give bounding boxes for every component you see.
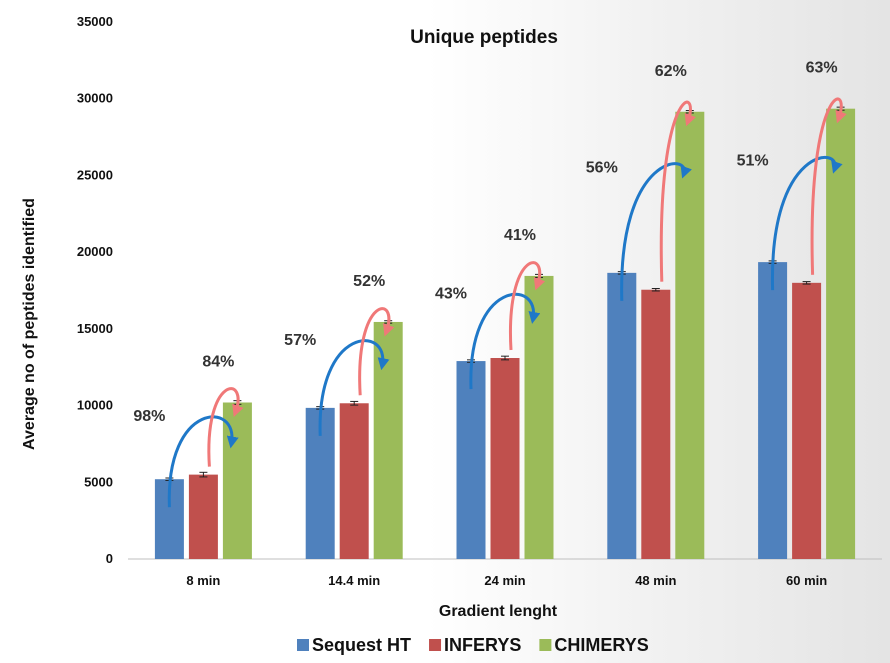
y-tick-label: 35000 [77, 14, 113, 29]
legend-swatch [539, 639, 552, 651]
bar-inferys [792, 282, 822, 559]
error-bar [199, 471, 208, 478]
y-tick-label: 25000 [77, 167, 113, 182]
inferys-to-chimerys-arrow [659, 100, 696, 282]
inferys-to-chimerys-label: 63% [806, 60, 838, 77]
sequest-to-chimerys-label: 56% [586, 159, 618, 176]
legend-label: CHIMERYS [554, 635, 648, 655]
x-tick-label: 48 min [635, 573, 676, 588]
inferys-to-chimerys-arrow [358, 307, 395, 396]
y-tick-label: 10000 [77, 398, 113, 413]
bar-chimerys [826, 108, 856, 560]
percentage-annotations: 98% 84% 57% 52% 43% 41% 56% 62% 51% 63% [133, 60, 847, 508]
sequest-to-chimerys-label: 57% [284, 332, 316, 349]
inferys-to-chimerys-arrow [207, 387, 244, 467]
inferys-to-chimerys-arrow [508, 261, 546, 351]
bar-inferys [490, 358, 520, 559]
legend-label: INFERYS [444, 635, 521, 655]
inferys-to-chimerys-label: 84% [202, 354, 234, 371]
bar-chimerys [373, 321, 403, 559]
bar-chimerys [524, 275, 554, 559]
legend-item: INFERYS [429, 635, 521, 655]
x-axis: 8 min 14.4 min 24 min 48 min 60 min [186, 573, 827, 588]
bar-chimerys [222, 402, 252, 559]
chart-title: Unique peptides [410, 27, 558, 48]
sequest-to-chimerys-label: 51% [737, 152, 769, 169]
error-bar [802, 281, 811, 285]
sequest-to-chimerys-label: 98% [133, 408, 165, 425]
error-bar [651, 288, 660, 292]
legend-swatch [429, 639, 442, 651]
sequest-to-chimerys-label: 43% [435, 286, 467, 303]
x-tick-label: 24 min [484, 573, 525, 588]
x-axis-title: Gradient lenght [439, 603, 558, 620]
y-tick-label: 5000 [84, 474, 113, 489]
legend-item: CHIMERYS [539, 635, 649, 655]
inferys-to-chimerys-label: 62% [655, 63, 687, 80]
bar-inferys [188, 474, 218, 559]
y-axis: 0 5000 10000 15000 20000 25000 30000 35000 [77, 14, 113, 566]
bars [154, 106, 856, 560]
sequest-to-chimerys-arrow [318, 339, 390, 436]
inferys-to-chimerys-label: 41% [504, 227, 536, 244]
y-axis-title: Average no of peptides identified [21, 198, 38, 450]
y-tick-label: 20000 [77, 244, 113, 259]
inferys-to-chimerys-label: 52% [353, 273, 385, 290]
bar-sequest-ht [456, 361, 486, 559]
y-tick-label: 30000 [77, 91, 113, 106]
y-tick-label: 15000 [77, 321, 113, 336]
bar-inferys [339, 403, 369, 559]
sequest-to-chimerys-arrow [620, 162, 692, 301]
bar-chimerys [675, 111, 705, 560]
x-tick-label: 60 min [786, 573, 827, 588]
error-bar [350, 400, 359, 406]
bar-sequest-ht [607, 272, 637, 559]
x-tick-label: 8 min [186, 573, 220, 588]
bar-inferys [641, 289, 671, 559]
error-bar [501, 355, 509, 361]
legend: Sequest HT INFERYS CHIMERYS [297, 635, 649, 655]
legend-swatch [297, 639, 309, 651]
legend-label: Sequest HT [312, 635, 411, 655]
sequest-to-chimerys-arrow [167, 415, 239, 508]
y-tick-label: 0 [106, 551, 113, 566]
legend-item: Sequest HT [297, 635, 411, 655]
inferys-to-chimerys-arrow [810, 97, 847, 275]
bar-sequest-ht [758, 262, 788, 559]
x-tick-label: 14.4 min [328, 573, 380, 588]
sequest-to-chimerys-arrow [469, 292, 541, 390]
sequest-to-chimerys-arrow [771, 156, 843, 291]
